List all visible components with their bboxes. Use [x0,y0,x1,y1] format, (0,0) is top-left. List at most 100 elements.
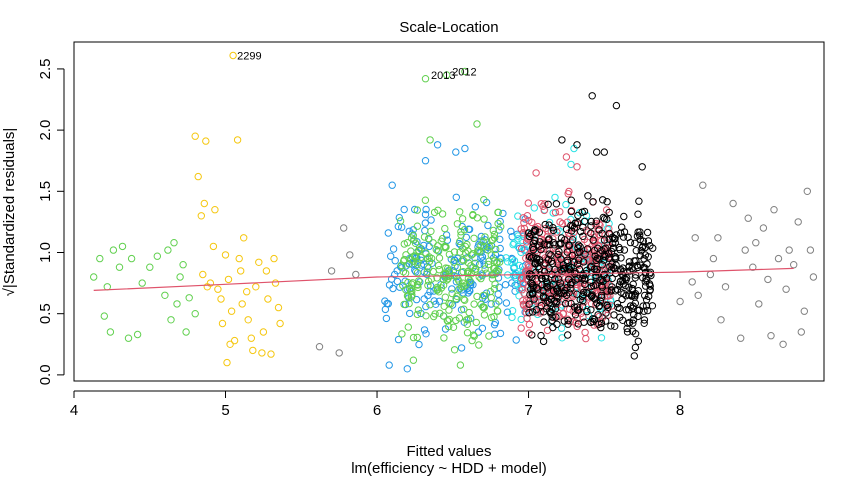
data-point [445,322,453,331]
data-point [138,279,146,287]
data-point [563,246,571,254]
data-point [540,240,548,249]
data-point [640,255,648,263]
data-point [549,280,557,288]
data-point [561,299,570,308]
data-point [676,297,684,306]
data-point [587,306,595,314]
data-point [589,236,597,244]
data-point [480,311,489,319]
data-point [240,234,248,242]
data-point [557,289,566,297]
data-point [625,258,634,266]
data-point [109,246,118,254]
data-point [527,279,535,287]
data-point [596,221,604,230]
data-point [579,232,587,241]
data-point [352,270,360,279]
data-point [631,343,640,352]
data-point [496,244,504,253]
data-point [603,301,611,310]
data-point [456,361,465,369]
data-point [524,199,532,207]
data-point [106,328,115,336]
data-point [557,266,565,274]
data-point [426,288,434,296]
data-point [185,294,193,302]
data-point [525,320,534,329]
x-axis: 4 5 6 7 8 [70,390,684,419]
data-point [512,336,520,344]
data-point [427,216,435,224]
point-label: 2013 [431,70,455,82]
data-point [625,306,633,314]
data-point [767,332,775,340]
data-point [238,300,246,308]
data-point [203,283,212,291]
data-point [262,267,271,275]
data-point [649,244,657,252]
data-point [403,292,412,300]
data-point [611,239,619,247]
data-point [197,212,206,220]
data-point [497,223,505,231]
data-point [459,268,467,276]
data-point [445,315,453,324]
data-point [620,246,629,254]
data-point [389,245,398,253]
data-point [460,305,468,313]
data-point [468,336,476,345]
data-point [531,259,539,268]
data-point [540,318,548,326]
data-point [461,67,469,76]
data-point [587,282,596,291]
data-point [568,278,576,287]
data-point [394,335,403,344]
data-point [755,300,763,308]
data-point [598,286,607,294]
data-point [448,285,456,293]
data-point [631,274,639,282]
data-point [618,223,626,231]
data-point [503,258,512,266]
data-point [598,261,606,269]
data-point [617,229,625,237]
data-point [501,281,510,289]
data-point [400,240,408,248]
data-point [488,236,496,245]
data-point [438,210,447,218]
data-point [409,226,417,234]
data-point [400,255,408,264]
data-point [227,307,236,315]
data-point [562,225,571,234]
data-point [630,352,638,360]
data-point [153,252,162,260]
data-point [544,236,553,244]
data-point [472,318,480,327]
data-point [774,254,783,263]
data-point [100,312,109,320]
data-point [545,218,554,227]
data-point [577,276,585,284]
data-point [471,265,479,273]
data-point [450,258,458,266]
data-point [598,275,606,284]
data-point [422,302,430,311]
data-point [553,297,561,306]
data-point [413,222,422,230]
data-point [463,240,471,249]
data-point [579,271,587,280]
data-point [437,237,445,245]
data-point [124,334,133,342]
data-point [646,282,654,290]
data-point [709,254,718,263]
data-point [382,314,391,323]
data-point [564,331,572,339]
data-point [809,273,818,281]
data-point [797,328,805,336]
data-point [640,316,649,324]
data-point [409,231,417,240]
data-point [421,219,429,227]
data-point [461,144,469,153]
